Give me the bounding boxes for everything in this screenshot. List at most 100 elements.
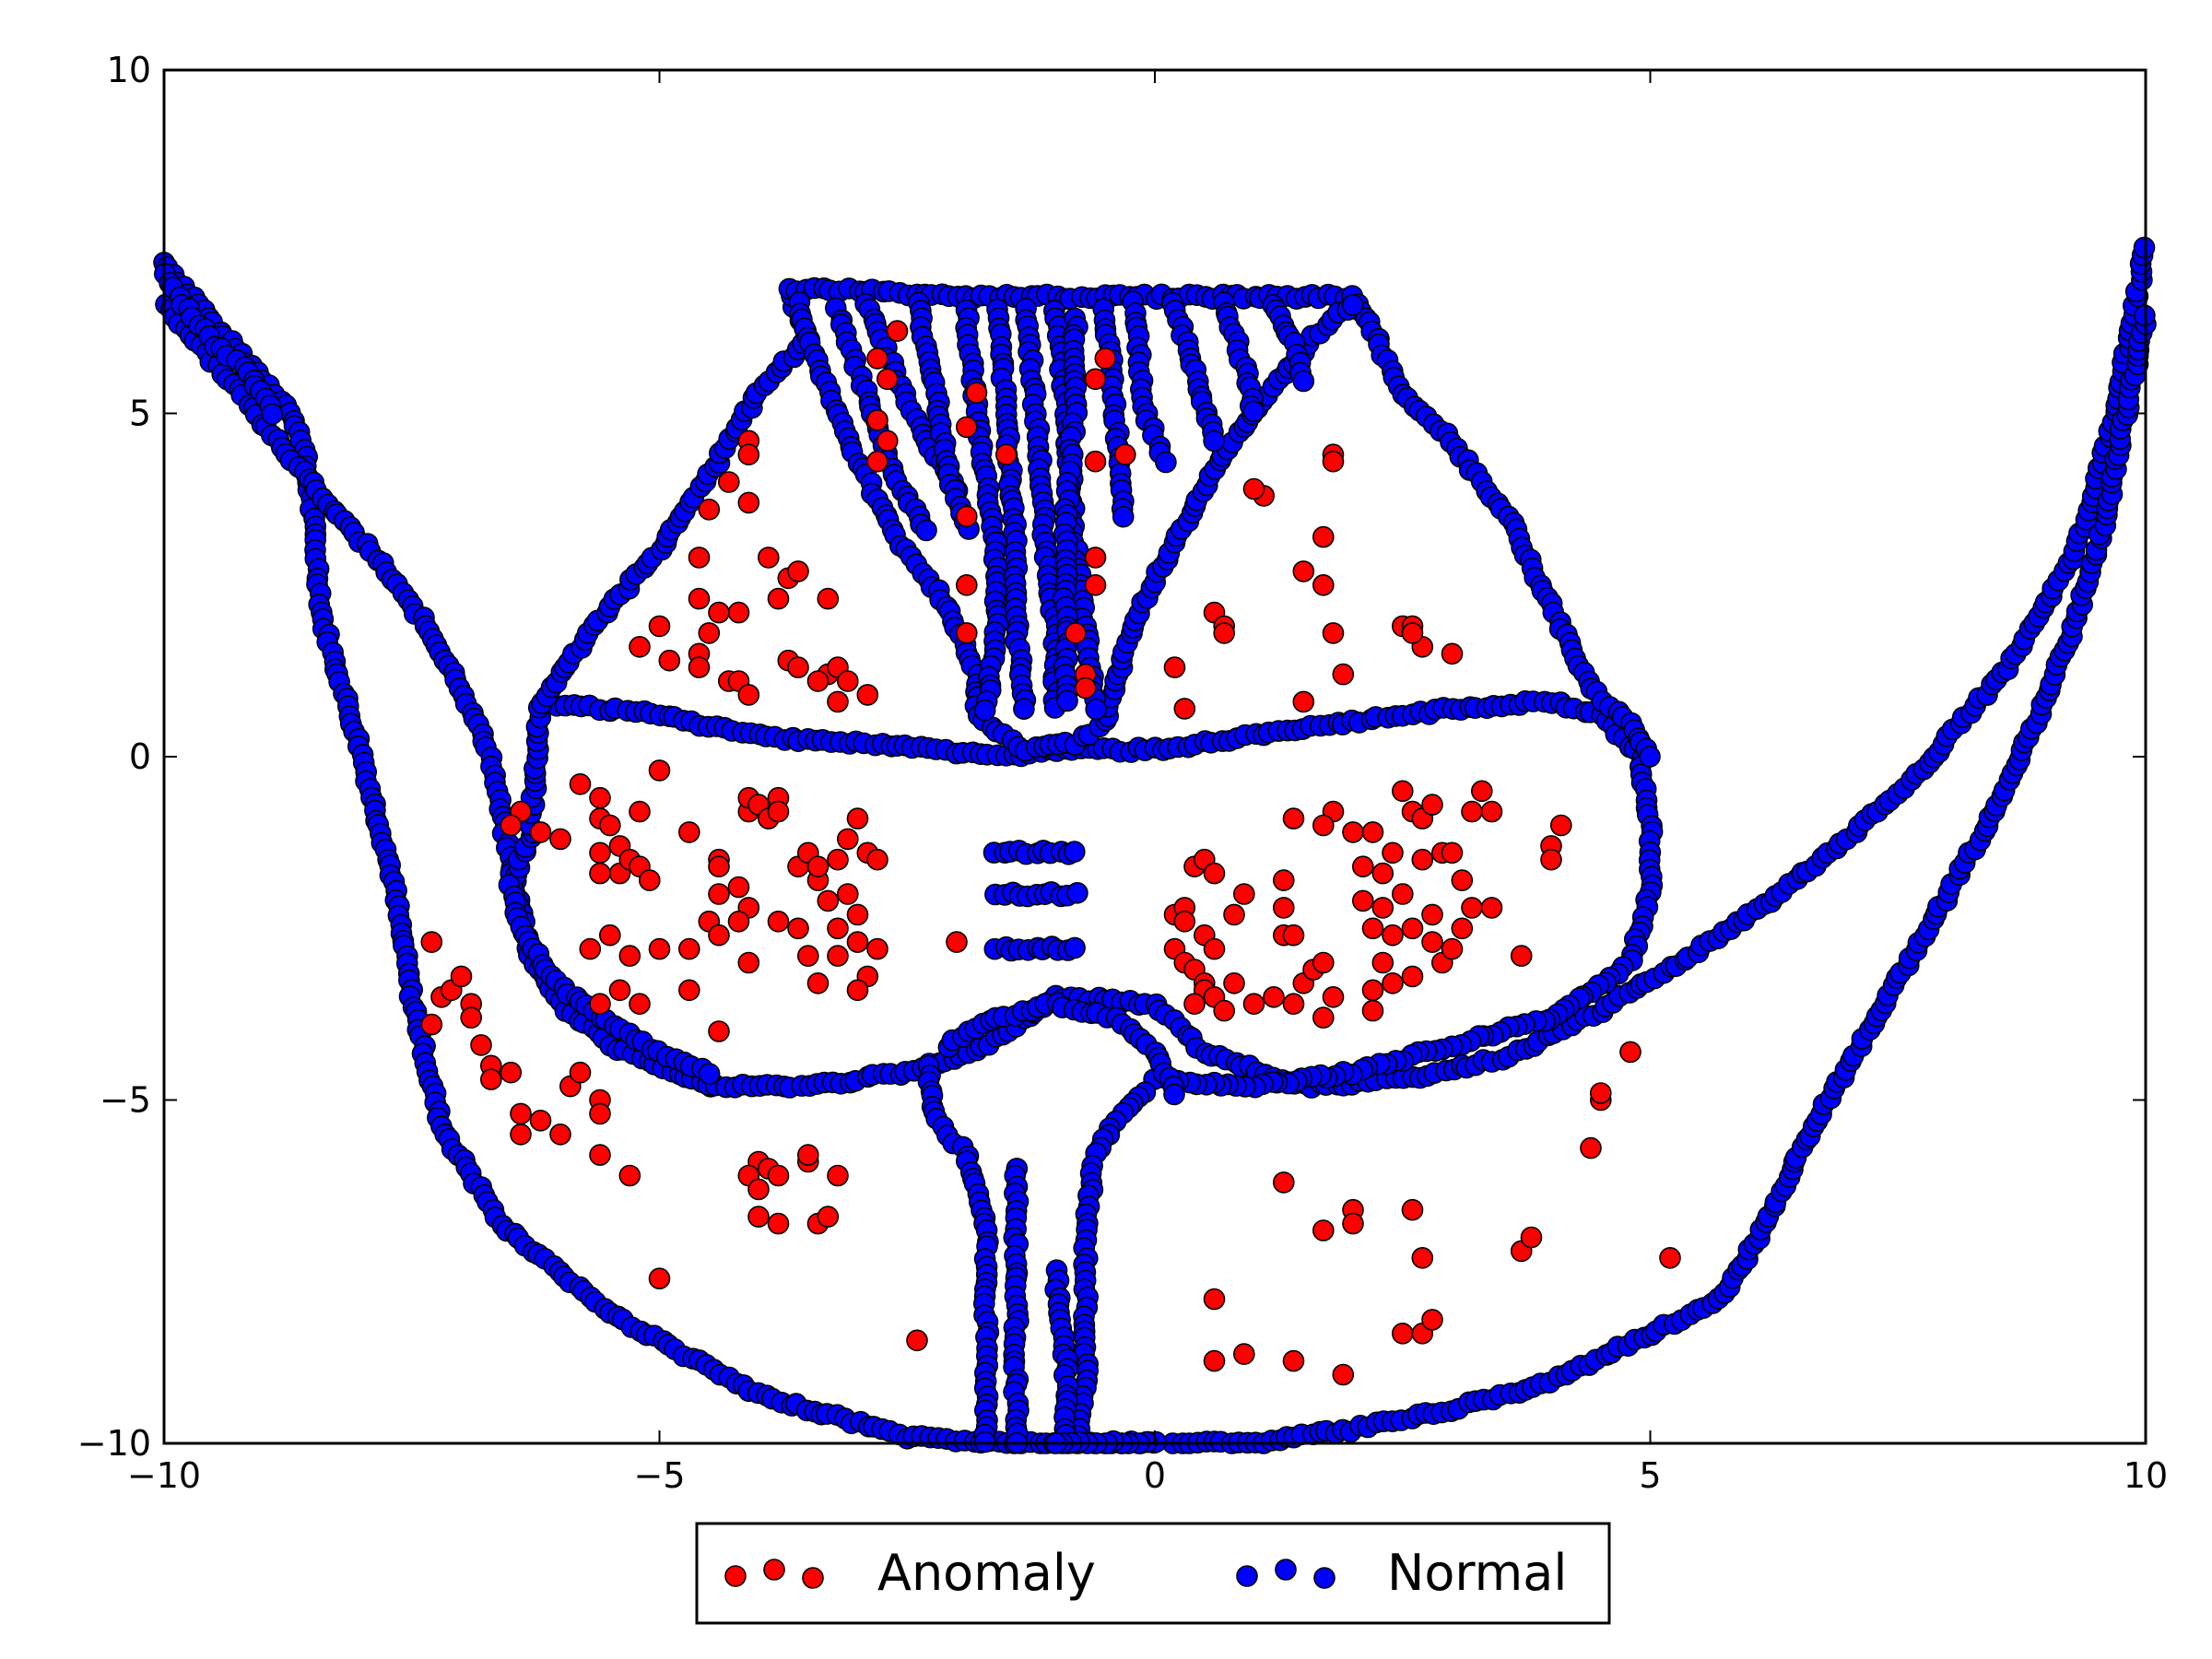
anomaly-point — [598, 924, 621, 947]
anomaly-point — [1401, 1198, 1424, 1221]
normal-point — [1064, 841, 1086, 863]
anomaly-point — [420, 931, 443, 953]
anomaly-point — [529, 821, 552, 843]
anomaly-point — [677, 979, 700, 1002]
anomaly-point — [1242, 477, 1265, 500]
anomaly-point — [479, 1068, 502, 1090]
anomaly-point — [956, 416, 978, 439]
ticks-layer: −10 −5 0 5 10 −10 −5 0 5 10 — [77, 50, 2168, 1496]
anomaly-point — [1352, 889, 1374, 912]
anomaly-point — [1292, 560, 1315, 582]
anomaly-point — [796, 945, 819, 967]
anomaly-point — [1312, 1219, 1335, 1241]
anomaly-point — [589, 786, 611, 809]
anomaly-point — [1273, 897, 1295, 919]
anomaly-point — [876, 429, 899, 453]
anomaly-point — [569, 1061, 592, 1084]
anomaly-point — [1084, 547, 1107, 569]
anomaly-point — [747, 1178, 770, 1201]
anomaly-point — [1480, 800, 1503, 823]
anomaly-point — [866, 450, 888, 473]
anomaly-point — [1322, 622, 1345, 644]
anomaly-point — [1342, 821, 1364, 843]
anomaly-point — [1332, 1363, 1355, 1386]
anomaly-point — [460, 1006, 483, 1029]
anomaly-point — [1392, 780, 1414, 803]
anomaly-point — [1371, 862, 1394, 885]
anomaly-point — [796, 1144, 819, 1166]
anomaly-point — [629, 800, 651, 823]
anomaly-point — [1471, 780, 1493, 803]
anomaly-point — [1421, 1309, 1443, 1331]
anomaly-point — [747, 1206, 770, 1228]
anomaly-point — [1312, 1006, 1335, 1029]
legend-label-anomaly: Anomaly — [877, 1544, 1096, 1602]
anomaly-point — [767, 1212, 790, 1235]
anomaly-point — [608, 979, 631, 1002]
anomaly-point — [1441, 841, 1464, 865]
legend-label-normal: Normal — [1387, 1544, 1567, 1602]
anomaly-point — [767, 1164, 790, 1187]
legend-dot — [1275, 1559, 1297, 1581]
anomaly-point — [1361, 821, 1384, 843]
anomaly-point — [1282, 993, 1305, 1015]
anomaly-point — [1203, 1288, 1226, 1311]
anomaly-point — [1282, 807, 1305, 830]
anomaly-point — [1322, 450, 1345, 473]
anomaly-point — [806, 670, 830, 692]
anomaly-point — [589, 841, 611, 865]
anomaly-point — [450, 965, 473, 988]
anomaly-point — [737, 951, 760, 974]
anomaly-point — [510, 1124, 532, 1146]
anomaly-point — [757, 547, 780, 569]
y-tick-label: −10 — [77, 1423, 151, 1464]
anomaly-point — [846, 903, 869, 926]
legend-dot — [1313, 1567, 1335, 1589]
anomaly-point — [579, 937, 602, 960]
anomaly-point — [956, 573, 978, 596]
anomaly-point — [549, 828, 571, 851]
anomaly-point — [1461, 800, 1483, 823]
anomaly-point — [1114, 443, 1136, 466]
anomaly-point — [708, 601, 730, 624]
anomaly-point — [648, 615, 671, 638]
legend-dot — [724, 1565, 747, 1587]
anomaly-point — [1540, 848, 1562, 871]
anomaly-point — [1273, 869, 1295, 891]
anomaly-point — [1223, 903, 1245, 926]
normal-point — [1155, 451, 1177, 474]
anomaly-point — [629, 635, 651, 658]
anomaly-point — [866, 937, 888, 960]
anomaly-point — [1273, 1171, 1295, 1194]
legend: Anomaly Normal — [695, 1522, 1611, 1625]
anomaly-point — [1361, 999, 1384, 1022]
anomaly-point — [1322, 986, 1345, 1008]
anomaly-point — [1659, 1247, 1681, 1269]
y-tick-label: 10 — [107, 50, 151, 90]
anomaly-point — [1223, 972, 1245, 994]
anomaly-point — [1312, 951, 1335, 974]
anomaly-point — [708, 883, 730, 905]
anomaly-point — [1371, 897, 1394, 919]
anomaly-point — [1510, 945, 1533, 967]
legend-dot — [802, 1567, 824, 1589]
anomaly-point — [1203, 937, 1226, 960]
anomaly-point — [500, 814, 523, 837]
anomaly-point — [589, 1102, 611, 1125]
anomaly-point — [1401, 622, 1424, 644]
anomaly-point — [956, 505, 978, 528]
anomaly-point — [876, 368, 899, 391]
anomaly-point — [1580, 1136, 1602, 1159]
normal-point — [1639, 746, 1661, 768]
x-tick-label: 5 — [1639, 1455, 1661, 1496]
anomaly-point — [1421, 903, 1443, 926]
anomaly-point — [1312, 525, 1335, 548]
anomaly-point — [1401, 917, 1424, 940]
anomaly-point — [549, 1124, 571, 1146]
anomaly-point — [618, 1164, 641, 1187]
anomaly-point — [1282, 1349, 1305, 1372]
anomaly-point — [1292, 690, 1315, 713]
anomaly-point — [1461, 897, 1483, 919]
anomaly-point — [827, 917, 849, 940]
anomaly-point — [677, 821, 700, 843]
